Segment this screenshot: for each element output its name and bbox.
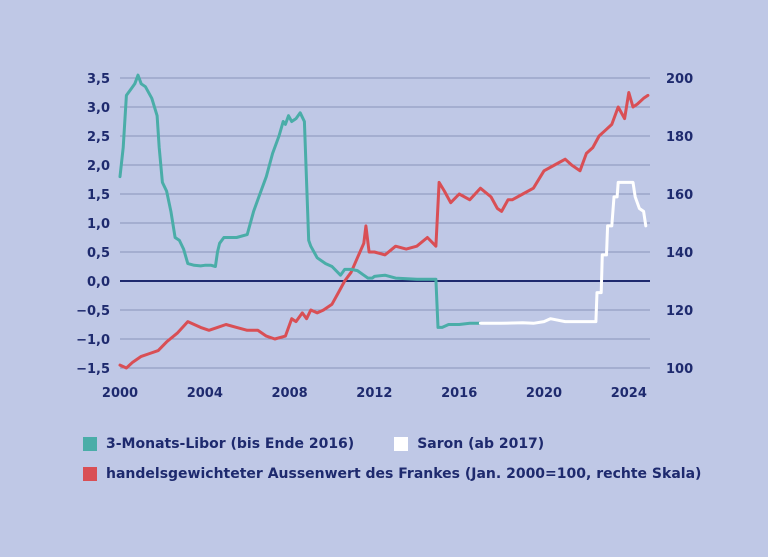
- grid-lines: [120, 77, 650, 369]
- y-left-tick-label: −0,5: [76, 304, 110, 319]
- y-left-tick-label: 0,0: [87, 275, 110, 290]
- x-tick-label: 2000: [102, 386, 138, 401]
- x-tick-label: 2012: [356, 386, 392, 401]
- y-right-tick-label: 160: [666, 188, 693, 203]
- y-right-tick-label: 140: [666, 246, 693, 261]
- legend-label-franken: handelsgewichteter Aussenwert des Franke…: [106, 466, 702, 482]
- legend-label-saron: Saron (ab 2017): [417, 436, 545, 452]
- legend-label-libor: 3-Monats-Libor (bis Ende 2016): [106, 436, 355, 452]
- series-line-franken: [118, 91, 650, 370]
- y-left-tick-label: 3,5: [87, 72, 110, 87]
- legend-row-2: handelsgewichteter Aussenwert des Franke…: [83, 466, 701, 482]
- x-tick-label: 2004: [187, 386, 223, 401]
- y-axis-right-ticks: 200 180 160 140 120 100: [666, 72, 693, 377]
- y-right-tick-label: 200: [666, 72, 693, 87]
- y-left-tick-label: 1,5: [87, 188, 110, 203]
- x-tick-label: 2008: [272, 386, 308, 401]
- chart: 3,5 3,0 2,5 2,0 1,5 1,0 0,5 0,0 −0,5 −1,0 −1,5 200…: [76, 72, 693, 401]
- series-line-saron: [478, 180, 648, 325]
- y-right-tick-label: 100: [666, 362, 693, 377]
- y-axis-left-ticks: 3,5 3,0 2,5 2,0 1,5 1,0 0,5 0,0 −0,5 −1,0 −1,5: [76, 72, 110, 377]
- series-lines: [118, 73, 650, 370]
- y-left-tick-label: 0,5: [87, 246, 110, 261]
- y-right-tick-label: 180: [666, 130, 693, 145]
- y-left-tick-label: 1,0: [87, 217, 110, 232]
- legend-swatch-saron: [394, 437, 409, 451]
- y-left-tick-label: −1,5: [76, 362, 110, 377]
- legend-swatch-libor: [83, 437, 97, 451]
- y-left-tick-label: 3,0: [87, 101, 110, 116]
- y-left-tick-label: −1,0: [76, 333, 110, 348]
- legend-row-1: 3-Monats-Libor (bis Ende 2016) Saron (ab…: [83, 436, 544, 452]
- series-line-libor: [118, 73, 482, 329]
- x-tick-label: 2016: [441, 386, 477, 401]
- x-axis-ticks: 2000 2004 2008 2012 2016 2020 2024: [102, 386, 647, 401]
- x-tick-label: 2024: [611, 386, 647, 401]
- y-left-tick-label: 2,5: [87, 130, 110, 145]
- y-right-tick-label: 120: [666, 304, 693, 319]
- y-left-tick-label: 2,0: [87, 159, 110, 174]
- legend-swatch-franken: [83, 467, 97, 481]
- x-tick-label: 2020: [526, 386, 562, 401]
